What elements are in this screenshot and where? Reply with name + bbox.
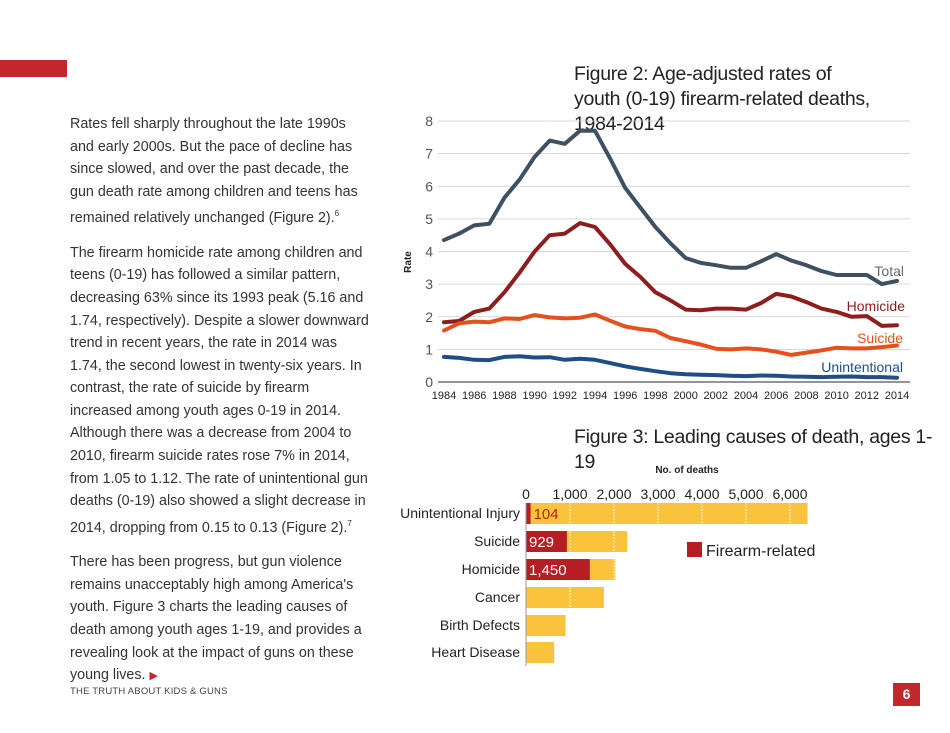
x-tick-label: 1,000	[552, 486, 587, 502]
x-tick-label: 1994	[583, 390, 607, 402]
x-tick-label: 6,000	[772, 486, 807, 502]
series-label-homicide: Homicide	[847, 298, 906, 314]
x-tick-label: 1992	[553, 390, 577, 402]
arrow-icon: ▶	[149, 670, 158, 683]
footer-title: THE TRUTH ABOUT KIDS & GUNS	[70, 686, 228, 697]
series-label-total: Total	[874, 263, 904, 279]
paragraph-1: Rates fell sharply throughout the late 1…	[70, 116, 358, 227]
series-label-unintentional: Unintentional	[821, 359, 903, 375]
footnote-ref: 7	[347, 518, 352, 528]
x-tick-label: 2000	[673, 390, 697, 402]
legend-label-firearm: Firearm-related	[706, 543, 815, 560]
x-tick-label: 5,000	[728, 486, 763, 502]
y-tick-label: 4	[425, 244, 433, 260]
x-tick-label: 1990	[522, 390, 546, 402]
paragraph-3: There has been progress, but gun violenc…	[70, 554, 362, 684]
legend-swatch-firearm	[687, 542, 702, 557]
body-text: Rates fell sharply throughout the late 1…	[70, 113, 370, 700]
y-tick-label: 0	[425, 374, 433, 390]
figure-2-title: Figure 2: Age-adjusted rates of youth (0…	[574, 63, 870, 135]
x-tick-label: 1998	[643, 390, 667, 402]
y-axis-label: Rate	[403, 251, 414, 273]
x-axis-label: No. of deaths	[655, 465, 719, 476]
category-label: Birth Defects	[440, 617, 520, 633]
x-tick-label: 4,000	[684, 486, 719, 502]
y-tick-label: 6	[425, 178, 433, 194]
bar-total	[526, 642, 555, 663]
bar-firearm	[526, 559, 590, 580]
x-tick-label: 2010	[824, 390, 848, 402]
paragraph-2: The firearm homicide rate among children…	[70, 244, 369, 536]
y-tick-label: 3	[425, 276, 433, 292]
section-marker	[0, 60, 67, 77]
bar-firearm	[526, 503, 531, 524]
x-tick-label: 1988	[492, 390, 516, 402]
series-line-total	[442, 128, 899, 287]
y-tick-label: 7	[425, 146, 433, 162]
bar-firearm	[526, 531, 567, 552]
page-number: 6	[893, 683, 920, 706]
category-label: Homicide	[462, 561, 521, 577]
bar-firearm-label: 1,450	[529, 562, 567, 579]
series-line-unintentional	[442, 354, 899, 380]
y-tick-label: 8	[425, 113, 433, 129]
bar-firearm-label: 929	[529, 534, 554, 551]
category-label: Cancer	[475, 589, 520, 605]
x-tick-label: 0	[522, 486, 530, 502]
y-tick-label: 1	[425, 341, 433, 357]
x-tick-label: 2008	[794, 390, 818, 402]
y-tick-label: 2	[425, 309, 433, 325]
x-tick-label: 2012	[855, 390, 879, 402]
bar-total	[526, 503, 808, 524]
x-tick-label: 1986	[462, 390, 486, 402]
x-tick-label: 1996	[613, 390, 637, 402]
y-tick-label: 5	[425, 211, 433, 227]
figure-3-title: Figure 3: Leading causes of death, ages …	[574, 426, 933, 473]
series-line-suicide	[442, 312, 899, 357]
bar-total	[526, 587, 604, 608]
series-label-suicide: Suicide	[857, 330, 903, 346]
bar-total	[526, 615, 566, 636]
x-tick-label: 2014	[885, 390, 909, 402]
category-label: Suicide	[474, 533, 520, 549]
category-label: Unintentional Injury	[400, 505, 520, 521]
series-line-homicide	[442, 221, 899, 328]
footnote-ref: 6	[334, 209, 340, 219]
x-tick-label: 2006	[764, 390, 788, 402]
x-tick-label: 2004	[734, 390, 758, 402]
x-tick-label: 3,000	[640, 486, 675, 502]
x-tick-label: 1984	[432, 390, 456, 402]
category-label: Heart Disease	[431, 644, 520, 660]
bar-firearm-label: 104	[534, 506, 559, 523]
x-tick-label: 2,000	[596, 486, 631, 502]
x-tick-label: 2002	[704, 390, 728, 402]
